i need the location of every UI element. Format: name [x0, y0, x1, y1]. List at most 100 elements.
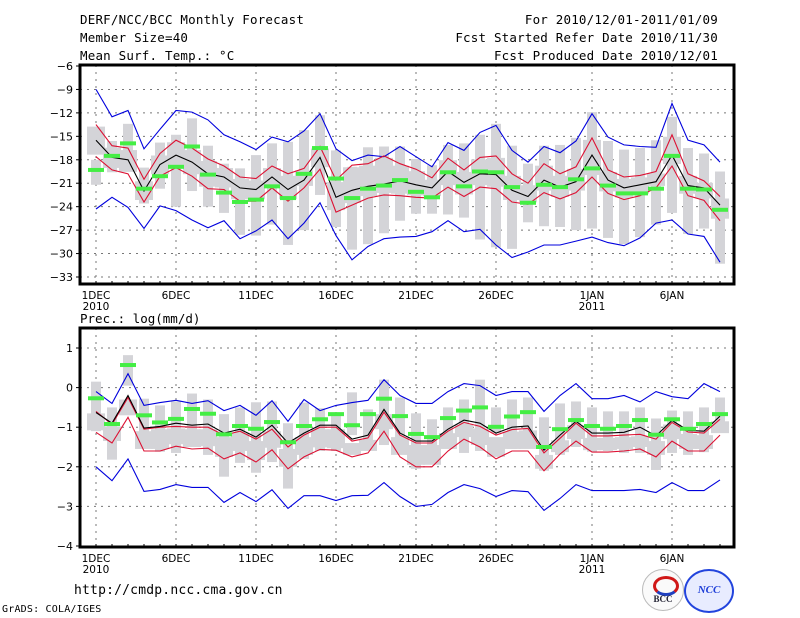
- panel2-ensemble-iqr-box: [519, 430, 537, 449]
- panel2-observed-marker: [600, 426, 616, 431]
- panel2-ensemble-iqr-box: [135, 431, 153, 449]
- panel2-xtick-label: 26DEC: [478, 553, 513, 565]
- fcst-produced-date: Fcst Produced Date 2010/12/01: [493, 48, 718, 63]
- panel2-ensemble-iqr-box: [695, 435, 713, 449]
- panel2-observed-marker: [488, 424, 504, 429]
- panel1-ensemble-box: [667, 116, 677, 213]
- panel1-ytick-label: −6: [57, 60, 73, 73]
- panel2-ensemble-iqr-box: [551, 440, 569, 453]
- panel2-ytick-label: 1: [66, 342, 73, 355]
- panel1-observed-marker: [696, 187, 712, 192]
- panel2-observed-marker: [584, 424, 600, 429]
- panel2-observed-marker: [344, 423, 360, 428]
- panel2-ensemble-iqr-box: [583, 437, 601, 451]
- panel1-series-max-line: [95, 89, 721, 168]
- panel2-observed-marker: [120, 363, 136, 368]
- panel1-ensemble-iqr-box: [215, 168, 233, 188]
- panel1-ensemble-box: [171, 134, 181, 207]
- grads-credit: GrADS: COLA/IGES: [2, 604, 102, 615]
- panel2-series-p75-line: [95, 396, 721, 454]
- forecast-period: For 2010/12/01-2011/01/09: [524, 12, 718, 27]
- panel2-ensemble-box: [603, 411, 613, 451]
- panel2-ensemble-box: [491, 407, 501, 434]
- panel1-ytick-label: −30: [50, 248, 73, 261]
- bcc-logo: BCC: [642, 569, 684, 611]
- panel1-observed-marker: [152, 174, 168, 179]
- panel2-observed-marker: [616, 424, 632, 429]
- panel2-ensemble-iqr-box: [423, 445, 441, 465]
- panel2-ensemble-box: [635, 407, 645, 453]
- panel1-ytick-label: −27: [50, 224, 73, 237]
- panel1-observed-marker: [280, 196, 296, 201]
- panel2-ensemble-iqr-box: [535, 454, 553, 469]
- panel1-xtick-label: 16DEC: [318, 290, 353, 302]
- panel1-observed-marker: [600, 183, 616, 188]
- panel1-observed-marker: [376, 183, 392, 188]
- panel2-observed-marker: [552, 427, 568, 432]
- panel2-ensemble-iqr-box: [311, 429, 329, 448]
- panel2-ensemble-iqr-box: [455, 424, 473, 438]
- panel2-xtick-label: 16DEC: [318, 553, 353, 565]
- ncc-logo: NCC: [684, 569, 734, 613]
- panel1-observed-marker: [120, 141, 136, 146]
- panel2-observed-marker: [376, 396, 392, 401]
- panel2-xtick-label: 6JAN: [660, 553, 685, 565]
- panel2-ensemble-iqr-box: [503, 431, 521, 449]
- panel1-observed-marker: [360, 186, 376, 191]
- panel1-observed-marker: [104, 153, 120, 158]
- panel2-observed-marker: [632, 418, 648, 423]
- panel2-series-max-line: [95, 372, 721, 423]
- panel1-observed-marker: [616, 191, 632, 196]
- panel2-ytick-label: −4: [57, 540, 73, 553]
- panel1-xtick-label: 11DEC: [238, 290, 273, 302]
- panel1-observed-marker: [424, 195, 440, 200]
- panel1-ensemble-iqr-box: [519, 185, 537, 203]
- panel2-xtick-sublabel: 2011: [579, 564, 606, 576]
- panel2-ensemble-box: [443, 407, 453, 447]
- panel1-observed-marker: [504, 185, 520, 190]
- panel2-ensemble-iqr-box: [327, 429, 345, 449]
- member-size: Member Size=40: [80, 30, 189, 45]
- panel2-observed-marker: [680, 426, 696, 431]
- panel2-ensemble-iqr-box: [87, 413, 105, 431]
- panel2-observed-marker: [168, 416, 184, 421]
- panel2-ensemble-box: [123, 355, 133, 386]
- panel2-ensemble-box: [539, 417, 549, 471]
- panel1-ytick-label: −33: [50, 271, 73, 284]
- panel1-ensemble-box: [219, 163, 229, 213]
- panel1-observed-marker: [312, 146, 328, 151]
- panel1-ensemble-iqr-box: [359, 165, 377, 197]
- panel1-observed-marker: [472, 169, 488, 174]
- panel2-observed-marker: [104, 422, 120, 427]
- panel2-ensemble-box: [139, 398, 149, 438]
- panel2-observed-marker: [184, 406, 200, 411]
- panel2-observed-marker: [296, 424, 312, 429]
- panel1-observed-marker: [328, 176, 344, 181]
- panel2-observed-marker: [440, 416, 456, 421]
- panel1-ytick-label: −18: [50, 154, 73, 167]
- panel2-ytick-label: −2: [57, 461, 73, 474]
- panel1-observed-marker: [440, 170, 456, 175]
- panel2-observed-marker: [328, 412, 344, 417]
- panel2-ensemble-iqr-box: [199, 429, 217, 447]
- panel1-observed-marker: [264, 184, 280, 189]
- panel1-observed-marker: [568, 177, 584, 182]
- panel2-observed-marker: [536, 445, 552, 449]
- panel2-ensemble-box: [507, 399, 517, 449]
- panel2-observed-marker: [648, 432, 664, 437]
- panel2-ensemble-iqr-box: [359, 439, 377, 451]
- panel1-observed-marker: [520, 200, 536, 205]
- panel1-ensemble-iqr-box: [375, 157, 393, 193]
- panel2-observed-marker: [152, 420, 168, 425]
- panel2-observed-marker: [456, 408, 472, 413]
- panel1-observed-marker: [632, 191, 648, 196]
- panel2-observed-marker: [568, 418, 584, 423]
- panel1-observed-marker: [648, 186, 664, 191]
- source-url[interactable]: http://cmdp.ncc.cma.gov.cn: [74, 583, 283, 598]
- panel2-observed-marker: [312, 417, 328, 422]
- panel2-observed-marker: [280, 440, 296, 445]
- panel1-observed-marker: [200, 172, 216, 177]
- panel1-observed-marker: [488, 170, 504, 175]
- panel2-ensemble-box: [523, 397, 533, 447]
- panel1-ensemble-iqr-box: [407, 171, 425, 196]
